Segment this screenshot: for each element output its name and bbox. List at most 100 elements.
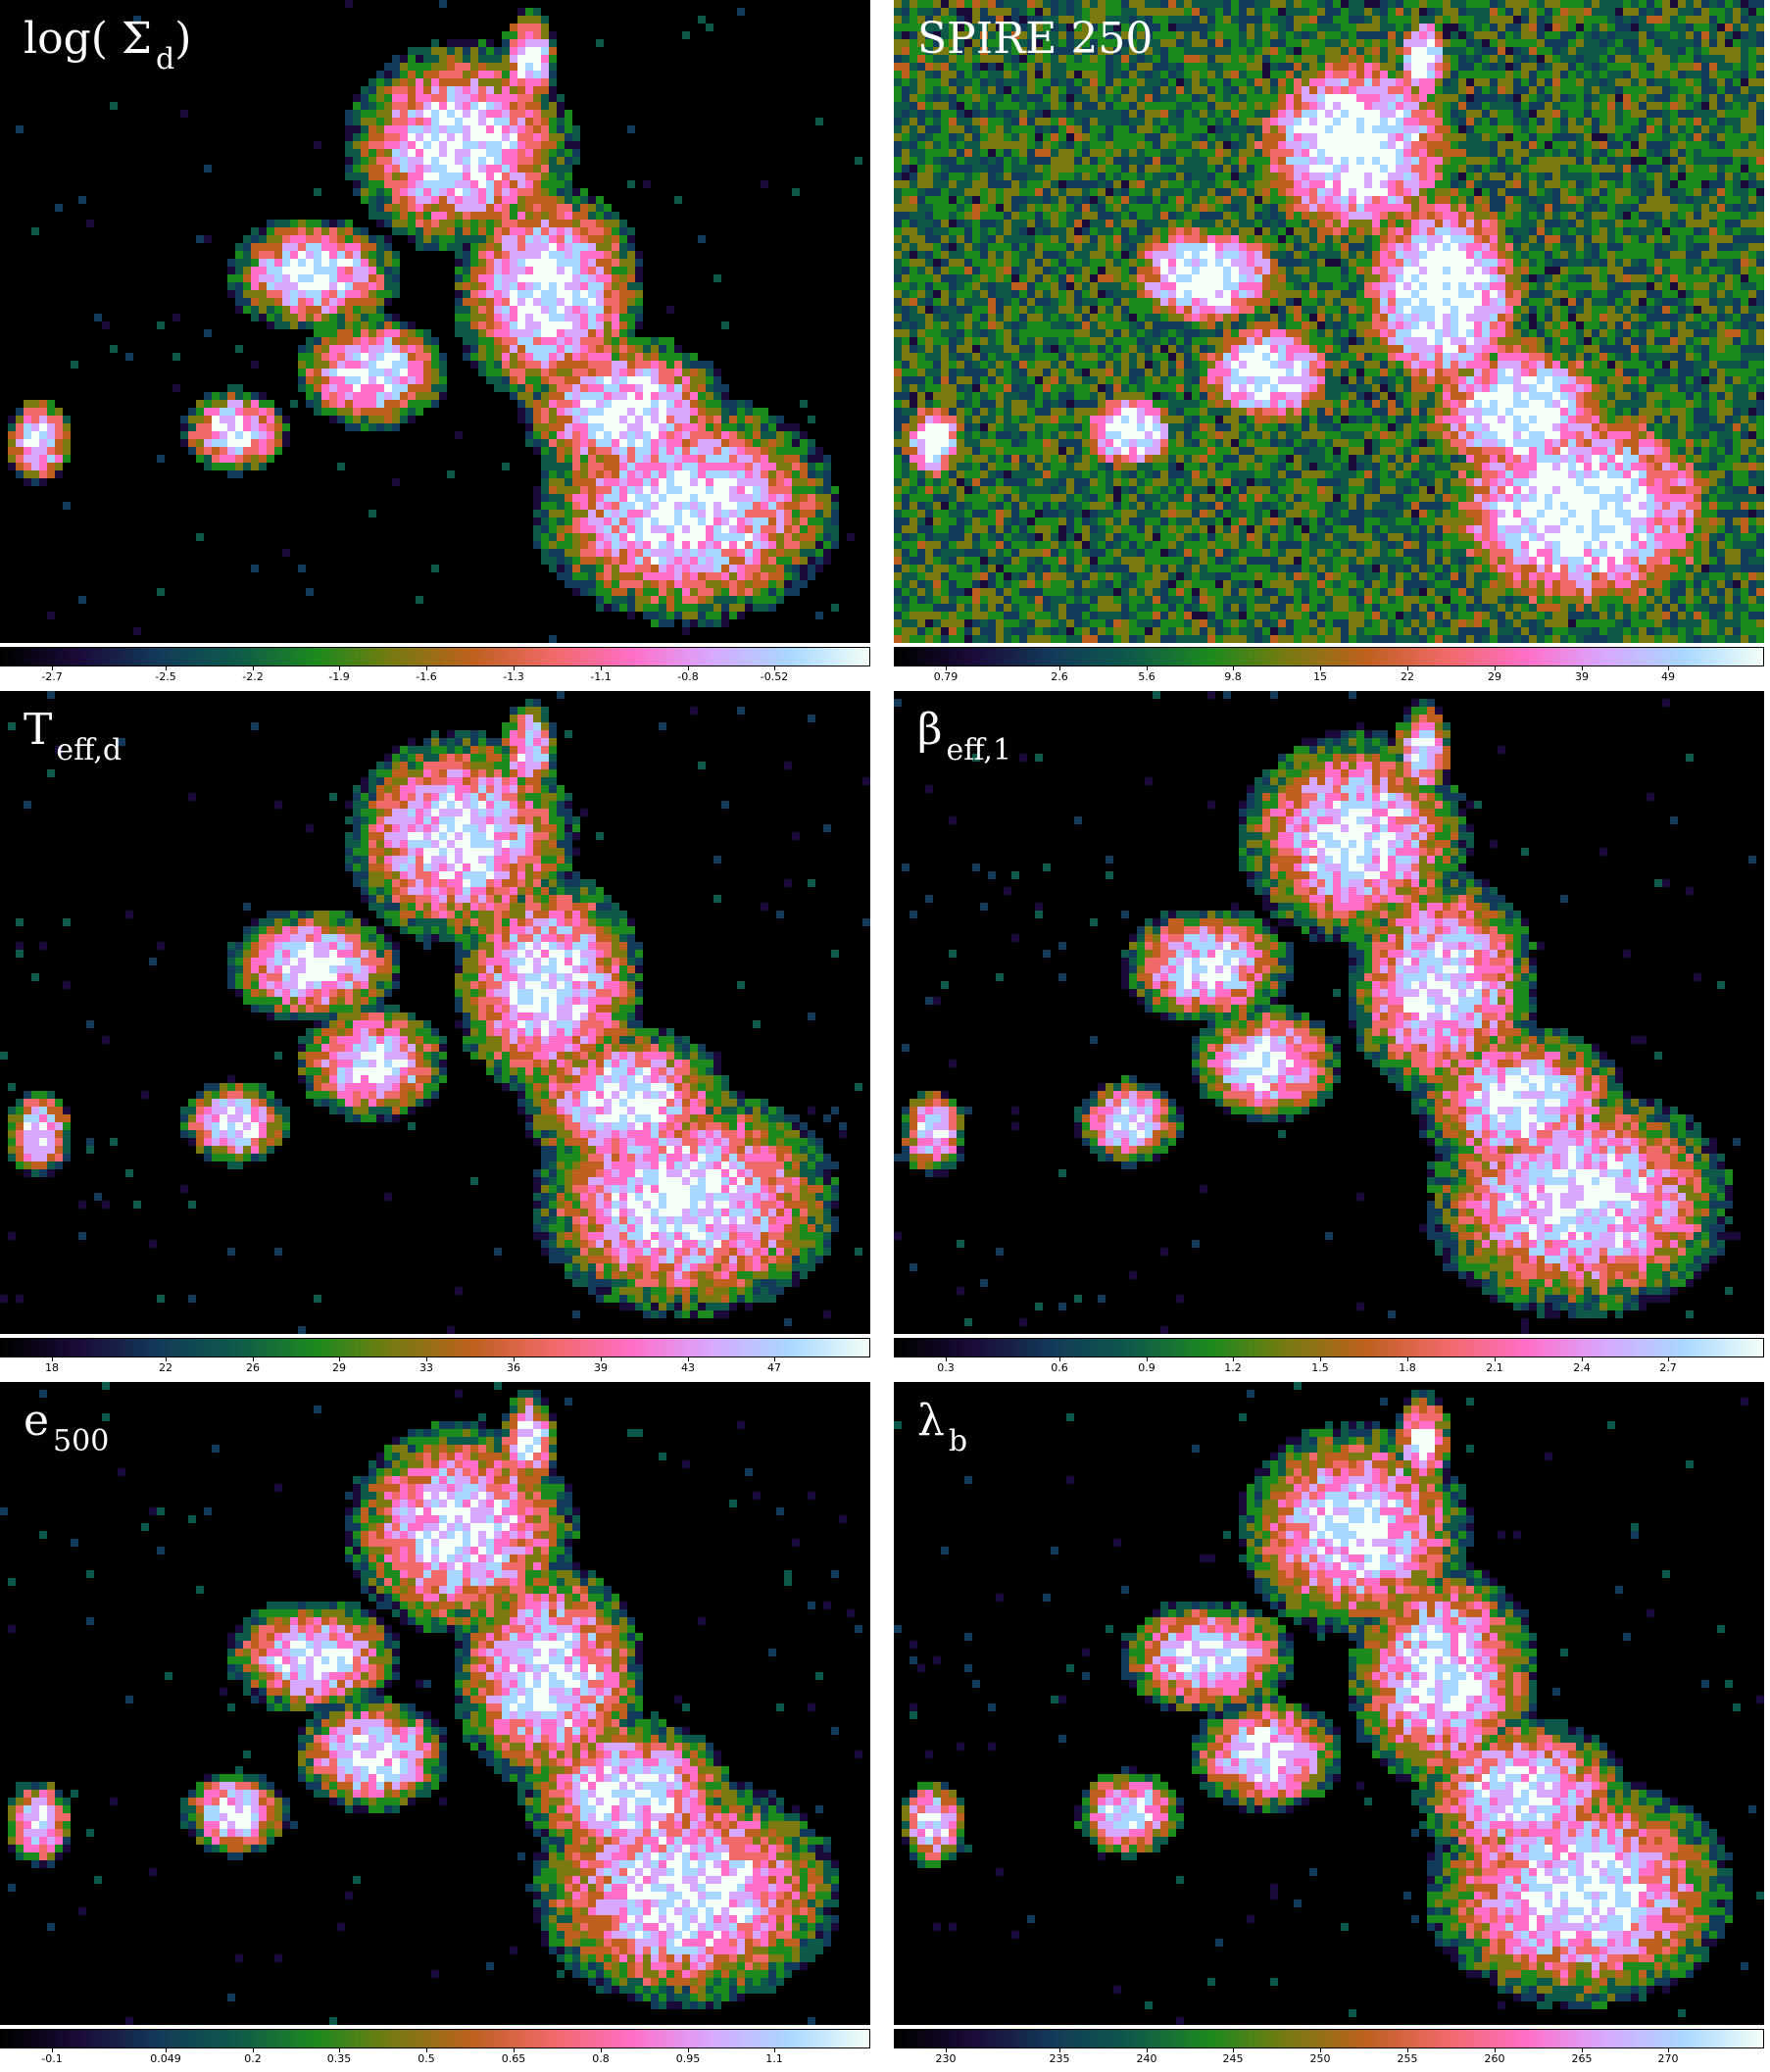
colorbar-tick-mark	[1407, 2048, 1408, 2052]
map-pixels-beta-eff-1	[894, 691, 1756, 1334]
colorbar-tick-label: 0.049	[150, 2052, 181, 2065]
colorbar-tick-mark	[601, 2048, 602, 2052]
colorbar-tick-mark	[1668, 2048, 1669, 2052]
colorbar-tick-mark	[1495, 2048, 1496, 2052]
colorbar-tick-label: 43	[681, 1361, 695, 1374]
colorbar-tick-mark	[1668, 666, 1669, 670]
colorbar-tick-label: -2.5	[155, 670, 175, 683]
colorbar-tick-mark	[688, 666, 689, 670]
colorbar-tick-mark	[601, 666, 602, 670]
colorbar-tick-label: -2.7	[41, 670, 62, 683]
map-image-spire-250: SPIRE 250	[894, 0, 1764, 643]
colorbar-tick-mark	[1495, 1357, 1496, 1361]
colorbar-tick-mark	[52, 1357, 53, 1361]
colorbar-tick-mark	[688, 1357, 689, 1361]
colorbar-tick-mark	[1320, 2048, 1321, 2052]
colorbar-tick-mark	[339, 1357, 340, 1361]
colorbar-tick-mark	[253, 666, 254, 670]
colorbar-tick-mark	[946, 2048, 947, 2052]
colorbar-tick-mark	[514, 1357, 515, 1361]
panel-title-subscript: eff,1	[946, 733, 1011, 767]
colorbar-tick-mark	[774, 1357, 775, 1361]
map-image-e-500: e 500	[0, 1382, 870, 2025]
colorbar-tick-label: 1.1	[765, 2052, 783, 2065]
colorbar-tick-label: 0.2	[244, 2052, 262, 2065]
colorbar-tick-label: 1.5	[1311, 1361, 1329, 1374]
colorbar-tick-label: 0.3	[937, 1361, 955, 1374]
panel-title-main: SPIRE 250	[917, 14, 1153, 64]
colorbar-tick-mark	[426, 2048, 427, 2052]
panel-title-main: log( Σ	[24, 14, 152, 64]
colorbar-tick-label: 0.65	[502, 2052, 526, 2065]
colorbar-tick-mark	[339, 2048, 340, 2052]
colorbar-tick-label: 22	[159, 1361, 172, 1374]
map-pixels-spire-250	[894, 0, 1764, 643]
colorbar-tick-mark	[1233, 1357, 1234, 1361]
colorbar-tick-label: -1.1	[590, 670, 611, 683]
colorbar-tick-label: 0.9	[1138, 1361, 1155, 1374]
panel-title-subscript: b	[949, 1424, 967, 1458]
colorbar-ticks: 18 22 26 29 33 36 39 43 47	[0, 1357, 870, 1377]
panel-title-end: )	[174, 14, 191, 64]
colorbar-tick-mark	[688, 2048, 689, 2052]
colorbar-tick-label: -1.3	[503, 670, 523, 683]
colorbar-tick-mark	[166, 2048, 167, 2052]
colorbar-tick-mark	[774, 666, 775, 670]
colorbar-tick-label: 33	[419, 1361, 433, 1374]
colorbar-tick-mark	[166, 1357, 167, 1361]
colorbar-tick-label: 255	[1398, 2052, 1418, 2065]
colorbar-tick-mark	[1059, 1357, 1060, 1361]
colorbar-tick-mark	[774, 2048, 775, 2052]
colorbar-tick-mark	[946, 666, 947, 670]
colorbar-tick-label: 15	[1313, 670, 1327, 683]
colorbar-tick-mark	[426, 1357, 427, 1361]
panel-e-500: e 500 -0.1 0.049 0.2 0.35 0.5 0.65 0.8 0.95 1.1	[0, 1382, 870, 2068]
colorbar-tick-label: 18	[45, 1361, 59, 1374]
colorbar-tick-mark	[166, 666, 167, 670]
map-pixels-log-sigma-d	[8, 0, 862, 643]
colorbar-beta-eff-1	[894, 1338, 1764, 1357]
colorbar-tick-label: 230	[936, 2052, 957, 2065]
colorbar-tick-mark	[253, 1357, 254, 1361]
colorbar-tick-label: 2.4	[1573, 1361, 1591, 1374]
colorbar-tick-label: 1.8	[1399, 1361, 1416, 1374]
colorbar-tick-mark	[1147, 666, 1148, 670]
colorbar-tick-label: 29	[332, 1361, 346, 1374]
colorbar-tick-label: 49	[1661, 670, 1675, 683]
colorbar-lambda-b	[894, 2029, 1764, 2048]
colorbar-tick-mark	[1582, 1357, 1583, 1361]
colorbar-tick-label: 0.6	[1051, 1361, 1068, 1374]
colorbar-tick-label: 265	[1572, 2052, 1593, 2065]
colorbar-tick-mark	[1147, 2048, 1148, 2052]
map-pixels-lambda-b	[894, 1382, 1764, 2025]
colorbar-tick-mark	[1233, 2048, 1234, 2052]
colorbar-tick-label: 245	[1223, 2052, 1244, 2065]
colorbar-tick-label: 29	[1488, 670, 1501, 683]
map-pixels-t-eff-d	[0, 691, 870, 1334]
colorbar-ticks: -0.1 0.049 0.2 0.35 0.5 0.65 0.8 0.95 1.1	[0, 2048, 870, 2068]
colorbar-tick-mark	[1407, 666, 1408, 670]
colorbar-tick-label: 240	[1137, 2052, 1157, 2065]
map-pixels-e-500	[0, 1382, 862, 2025]
colorbar-tick-label: 0.5	[418, 2052, 435, 2065]
colorbar-tick-mark	[1147, 1357, 1148, 1361]
colorbar-tick-label: 235	[1050, 2052, 1070, 2065]
colorbar-tick-mark	[946, 1357, 947, 1361]
colorbar-tick-label: 9.8	[1224, 670, 1242, 683]
colorbar-tick-mark	[52, 2048, 53, 2052]
colorbar-tick-label: 250	[1310, 2052, 1331, 2065]
colorbar-tick-label: 39	[594, 1361, 608, 1374]
colorbar-ticks: -2.7 -2.5 -2.2 -1.9 -1.6 -1.3 -1.1 -0.8 -0.52	[0, 666, 870, 686]
colorbar-tick-label: -0.8	[677, 670, 698, 683]
panel-spire-250: SPIRE 250 0.79 2.6 5.6 9.8 15 22 29 39 49	[894, 0, 1764, 686]
colorbar-tick-label: 1.2	[1224, 1361, 1242, 1374]
panel-title-main: β	[917, 705, 942, 755]
colorbar-tick-label: -1.9	[328, 670, 349, 683]
